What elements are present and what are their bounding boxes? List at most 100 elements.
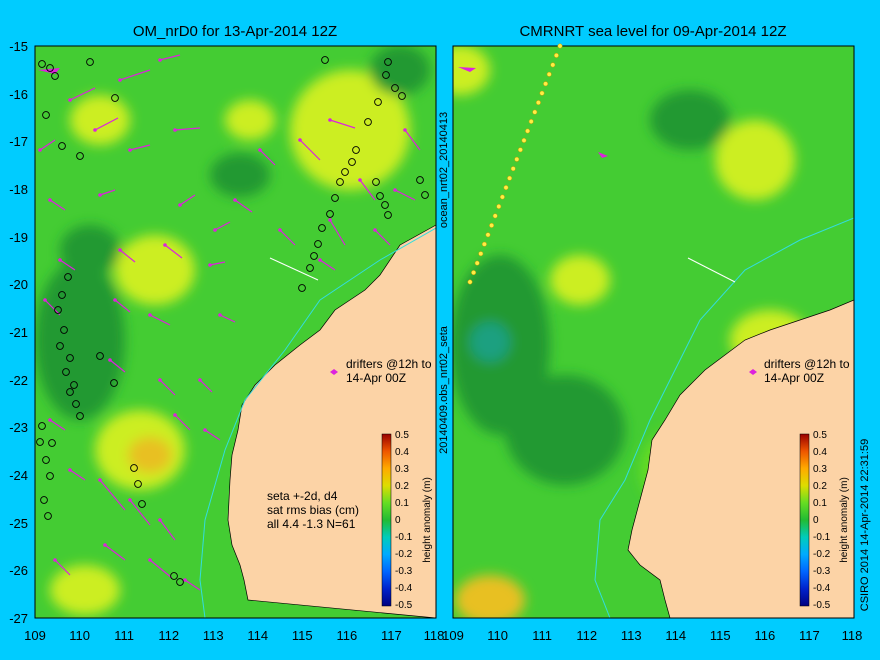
anomaly-patches	[35, 46, 430, 615]
observation-circle	[62, 368, 70, 376]
x-tick-label: 110	[69, 628, 90, 643]
observation-circle	[374, 98, 382, 106]
drifter-start-dot	[393, 188, 397, 192]
drifter-vector	[174, 127, 201, 131]
colorbar-ramp	[799, 433, 810, 607]
observation-circle	[36, 438, 44, 446]
drifter-vector	[299, 139, 321, 161]
colorbar-tick: 0.4	[395, 447, 409, 458]
drifter-start-dot	[103, 543, 107, 547]
observation-circle	[56, 342, 64, 350]
colorbar-tick: 0.1	[813, 498, 827, 509]
observation-circle	[58, 142, 66, 150]
drifter-start-dot	[198, 378, 202, 382]
x-tick-label: 112	[158, 628, 179, 643]
drifter-start-dot	[318, 258, 322, 262]
left-map-field	[35, 46, 436, 618]
colorbar-tick: 0.2	[395, 481, 409, 492]
observation-circle	[138, 500, 146, 508]
drifter-vector	[374, 229, 391, 246]
colorbar-tick: 0.3	[395, 464, 409, 475]
drifter-annotation: drifters @12h to 14-Apr 00Z	[749, 357, 850, 385]
drifter-start-dot	[328, 218, 332, 222]
colorbar-tick: -0.3	[813, 566, 831, 577]
x-tick-label: 117	[381, 628, 402, 643]
drifter-vector	[394, 189, 416, 201]
drifter-annotation-line: drifters @12h to	[346, 357, 432, 371]
observation-circle	[86, 58, 94, 66]
satellite-track-point	[496, 204, 502, 209]
satellite-track-point	[478, 251, 484, 257]
drifter-start-dot	[373, 228, 377, 232]
colorbar-label: height anomaly (m)	[422, 477, 433, 563]
drifter-vector	[114, 299, 131, 313]
observation-circle	[38, 60, 46, 68]
drifter-start-dot	[278, 228, 282, 232]
satellite-track-point	[514, 156, 520, 162]
colorbar-tick: 0.5	[813, 430, 827, 441]
drifter-vector	[119, 249, 136, 263]
drifter-vector	[174, 414, 191, 431]
drifter-vector	[234, 199, 253, 213]
satellite-track-point	[528, 119, 534, 124]
drifter-start-dot	[58, 258, 62, 262]
drifter-start-dot	[328, 118, 332, 122]
satellite-track-point	[532, 109, 538, 115]
satellite-track-point	[535, 100, 541, 106]
y-tick-label: -15	[9, 39, 28, 54]
satellite-track-point	[467, 279, 473, 285]
drifter-start-dot	[38, 148, 42, 152]
y-tick-label: -27	[9, 611, 28, 626]
observation-circle	[66, 388, 74, 396]
satellite-track-point	[481, 241, 487, 247]
drifter-arrow-icon	[458, 67, 476, 72]
x-tick-label: 112	[576, 628, 597, 643]
drifter-vector	[129, 144, 151, 151]
observation-circle	[336, 178, 344, 186]
x-tick-label: 111	[114, 628, 134, 643]
observation-circle	[46, 472, 54, 480]
observation-circle	[391, 84, 399, 92]
drifter-vector	[104, 544, 126, 561]
observation-circle	[51, 72, 59, 80]
drifter-start-dot	[118, 78, 122, 82]
stats-line: seta +-2d, d4	[267, 489, 338, 503]
observation-circle	[382, 71, 390, 79]
drifter-start-dot	[108, 358, 112, 362]
drifter-start-dot	[183, 578, 187, 582]
section-line	[687, 257, 736, 283]
x-tick-label: 113	[203, 628, 224, 643]
colorbar-tick: 0.5	[395, 430, 409, 441]
observation-circle	[381, 201, 389, 209]
x-tick-label: 115	[292, 628, 313, 643]
y-tick-label: -20	[9, 277, 28, 292]
left-map-frame	[34, 45, 437, 619]
observation-circle	[398, 92, 406, 100]
x-tick-label: 109	[442, 628, 464, 643]
land-mass	[627, 299, 854, 618]
y-tick-label: -25	[9, 516, 28, 531]
colorbar-tick: -0.5	[395, 600, 413, 611]
drifter-start-dot	[43, 298, 47, 302]
colorbar-tick: 0	[395, 515, 401, 526]
drifter-start-dot	[68, 468, 72, 472]
drifter-start-dot	[233, 198, 237, 202]
drifter-start-dot	[358, 178, 362, 182]
left-side-label: ocean_nrt02_20140413	[438, 112, 450, 228]
observation-circle	[384, 211, 392, 219]
observation-circle	[72, 400, 80, 408]
drifter-vector	[164, 244, 183, 259]
y-tick-label: -23	[9, 420, 28, 435]
observation-circle	[76, 412, 84, 420]
observation-circle	[110, 379, 118, 387]
drifter-vector	[159, 519, 176, 541]
drifter-vector	[219, 314, 236, 323]
drifter-vector	[159, 54, 181, 61]
right-side-label: 20140409.obs_nrt02_seta	[438, 325, 450, 454]
drifter-vector	[69, 469, 86, 481]
colorbar-tick: 0.4	[813, 447, 827, 458]
observation-circle	[111, 94, 119, 102]
drifter-annotation-line: drifters @12h to	[764, 357, 850, 371]
observation-circles	[36, 56, 429, 586]
satellite-track-point	[546, 71, 552, 77]
